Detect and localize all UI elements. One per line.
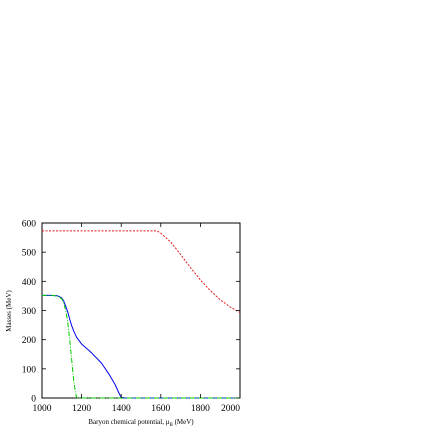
x-tick-label: 1200 bbox=[72, 404, 91, 414]
series-line-3 bbox=[42, 294, 240, 399]
x-axis-label: Baryon chemical potential, μB (MeV) bbox=[88, 418, 194, 428]
y-tick-label: 600 bbox=[22, 220, 37, 230]
series-line-2 bbox=[42, 294, 240, 399]
x-tick-label: 1400 bbox=[112, 404, 131, 414]
series-layer bbox=[42, 230, 241, 399]
x-axis-label-sub: B bbox=[169, 423, 173, 428]
y-tick-label: 200 bbox=[22, 336, 37, 346]
x-tick-label: 1800 bbox=[191, 404, 210, 414]
ticks-layer: 1000 1200 1400 1600 1800 2000 0 100 200 300 400 500… bbox=[22, 220, 241, 414]
y-tick-label: 500 bbox=[22, 249, 37, 259]
y-tick-label: 300 bbox=[22, 307, 37, 317]
y-tick-label: 400 bbox=[22, 278, 37, 288]
y-tick-label: 0 bbox=[31, 395, 36, 405]
x-axis-label-unit: (MeV) bbox=[173, 418, 194, 426]
y-tick-label: 100 bbox=[22, 365, 37, 375]
x-tick-label: 1600 bbox=[151, 404, 170, 414]
series-line-1 bbox=[42, 230, 241, 313]
plot-frame bbox=[41, 222, 241, 399]
x-tick-label: 1000 bbox=[33, 404, 52, 414]
x-tick-label: 2000 bbox=[221, 404, 240, 414]
y-axis-label: Masses (MeV) bbox=[5, 290, 13, 332]
